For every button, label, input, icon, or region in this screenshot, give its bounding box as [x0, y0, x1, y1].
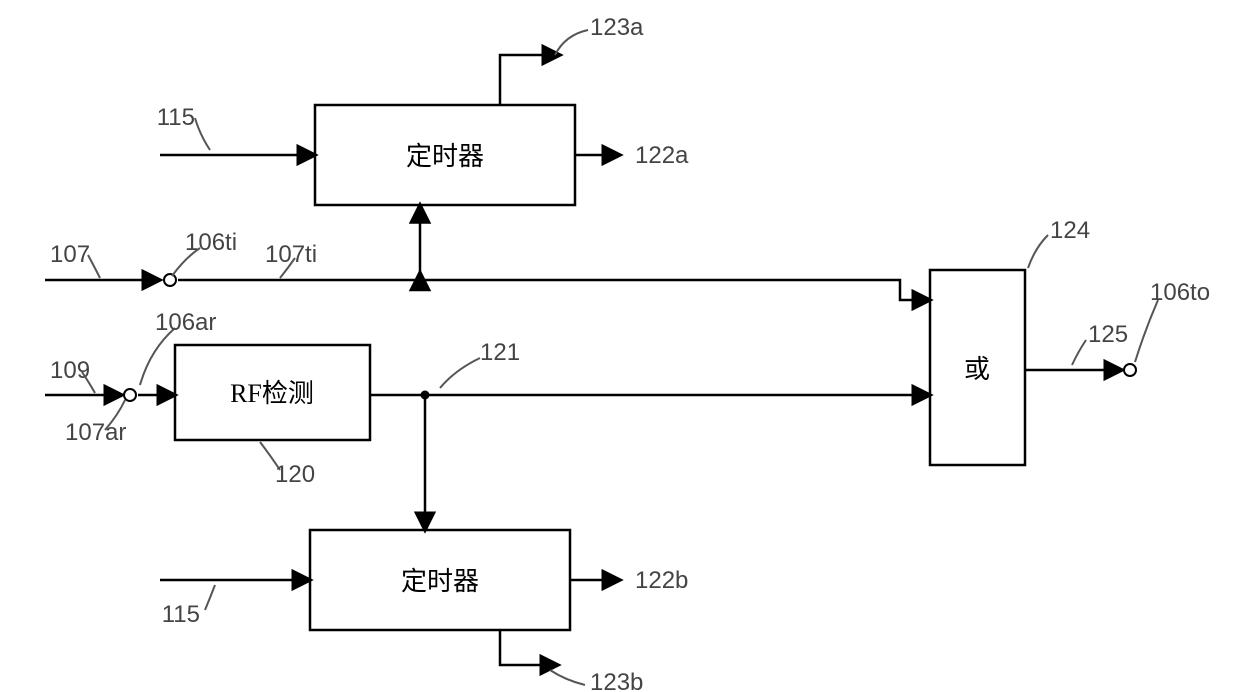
- ref-122b: 122b: [635, 567, 688, 594]
- ref-123a: 123a: [590, 14, 644, 41]
- ref-106to: 106to: [1150, 279, 1210, 306]
- ref-106ti: 106ti: [185, 229, 237, 256]
- junction-107ti: [416, 276, 424, 284]
- ref-115b: 115: [162, 601, 200, 628]
- timer-top-block: 定时器: [315, 105, 575, 205]
- timer-bottom-block: 定时器: [310, 530, 570, 630]
- ref-107ar: 107ar: [65, 419, 126, 446]
- ref-107ti: 107ti: [265, 241, 317, 268]
- node-107ar: [124, 389, 136, 401]
- wire-timer-bot-123b: [500, 630, 558, 665]
- node-106to: [1124, 364, 1136, 376]
- ref-120: 120: [275, 461, 315, 488]
- leader-106to: [1135, 300, 1158, 362]
- ref-121: 121: [480, 339, 520, 366]
- leader-125: [1072, 340, 1086, 365]
- wire-107-to-or: [420, 280, 930, 300]
- wire-timer-top-123a: [500, 55, 560, 105]
- rf-detect-block: RF检测: [175, 345, 370, 440]
- node-106ti: [164, 274, 176, 286]
- or-gate-block: 或: [930, 270, 1025, 465]
- leader-115a: [195, 118, 210, 150]
- ref-115a: 115: [157, 104, 195, 131]
- ref-109: 109: [50, 357, 90, 384]
- ref-125: 125: [1088, 321, 1128, 348]
- rf-detect-label: RF检测: [230, 379, 314, 408]
- leader-124: [1028, 235, 1048, 268]
- ref-106ar: 106ar: [155, 309, 216, 336]
- ref-123b: 123b: [590, 669, 643, 692]
- leader-115b: [205, 585, 215, 610]
- junction-121: [421, 391, 429, 399]
- or-gate-label: 或: [964, 355, 990, 384]
- ref-107: 107: [50, 241, 90, 268]
- timer-bottom-label: 定时器: [401, 567, 479, 596]
- ref-124: 124: [1050, 217, 1090, 244]
- leader-123a: [555, 30, 588, 55]
- ref-122a: 122a: [635, 142, 689, 169]
- leader-121: [440, 358, 480, 388]
- block-diagram: 定时器 RF检测 或 定时器 115: [0, 0, 1239, 692]
- leader-106ar: [140, 328, 175, 385]
- leader-123b: [550, 670, 585, 685]
- timer-top-label: 定时器: [406, 142, 484, 171]
